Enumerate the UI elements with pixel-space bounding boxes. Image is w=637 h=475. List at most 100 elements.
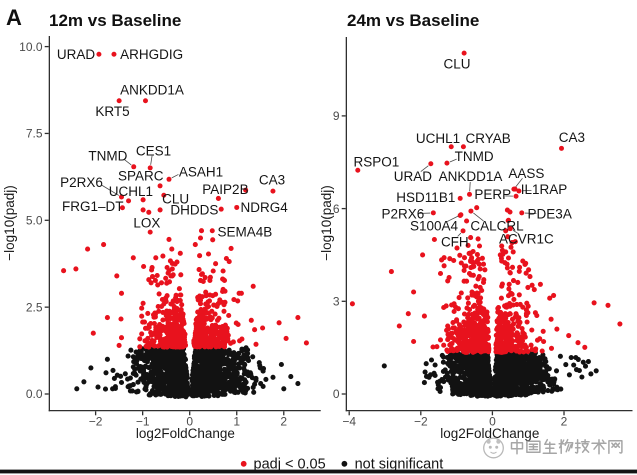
gene-point xyxy=(116,98,122,104)
gene-label: HSD11B1 xyxy=(396,190,455,205)
gene-label: DHDDS xyxy=(170,203,218,218)
gene-label: ACVR1C xyxy=(499,232,554,247)
gene-label: LOX xyxy=(133,215,160,230)
gene-point xyxy=(460,144,466,150)
gene-leader-line xyxy=(150,155,153,165)
watermark-text xyxy=(510,438,623,455)
watermark-char xyxy=(558,438,574,454)
x-tick-label: 2 xyxy=(280,415,287,429)
gene-label: CA3 xyxy=(259,173,285,188)
gene-label: CFH xyxy=(441,235,469,250)
gene-point xyxy=(243,187,249,193)
gene-label: PDE3A xyxy=(528,207,572,222)
gene-label: URAD xyxy=(57,47,96,62)
gene-leader-line xyxy=(512,229,520,235)
legend-dot-significant xyxy=(240,460,247,467)
point-cloud-not-significant xyxy=(381,350,599,399)
gene-point xyxy=(466,191,472,197)
gene-label: S100A4 xyxy=(410,218,459,233)
gene-leader-line xyxy=(515,178,523,187)
x-tick-label: −2 xyxy=(414,415,428,429)
y-axis-title-24m: −log10(padj) xyxy=(319,185,334,260)
gene-point xyxy=(126,198,132,204)
point-cloud-significant xyxy=(61,195,309,350)
gene-point xyxy=(111,51,117,57)
gene-label: KRT5 xyxy=(95,104,129,119)
gene-point xyxy=(161,192,167,198)
x-tick-label: 2 xyxy=(561,415,568,429)
plot-12m-vs-baseline: 12m vs Baseline −2 −1 0 1 2 0.0 2.5 5.0 7.5 10.0 U… xyxy=(2,11,321,441)
axes xyxy=(341,37,633,416)
gene-label: CES1 xyxy=(136,144,171,159)
legend-label-not-significant: not significant xyxy=(355,456,444,472)
gene-label: ANKDD1A xyxy=(120,82,184,97)
gene-point xyxy=(131,164,137,170)
gene-label: CRYAB xyxy=(465,131,510,146)
gene-point xyxy=(444,160,450,166)
gene-point xyxy=(166,176,172,182)
gene-point xyxy=(147,165,153,171)
watermark-char xyxy=(526,440,541,453)
point-cloud-significant xyxy=(349,186,623,355)
y-tick-label: 2.5 xyxy=(26,300,43,314)
bottom-divider-bar xyxy=(0,469,637,474)
gene-leader-line xyxy=(469,181,471,192)
gene-point xyxy=(430,210,436,216)
x-tick-label: −4 xyxy=(342,415,356,429)
gene-label: URAD xyxy=(394,169,433,184)
y-tick-label: 6 xyxy=(333,202,340,216)
gene-label: SPARC xyxy=(118,169,164,184)
gene-leader-line xyxy=(445,215,459,223)
gene-leader-line xyxy=(101,184,120,196)
y-tick-label: 9 xyxy=(333,109,340,123)
gene-point xyxy=(461,50,467,56)
gene-label: CLU xyxy=(443,57,470,72)
y-tick-label: 10.0 xyxy=(19,40,43,54)
gene-point xyxy=(507,226,513,232)
gene-leader-line xyxy=(123,158,132,166)
gene-label: TNMD xyxy=(455,149,494,164)
x-tick-label: −1 xyxy=(136,415,150,429)
gene-label: NDRG4 xyxy=(241,200,289,215)
gene-label: UCHL1 xyxy=(109,184,153,199)
gene-label: P2RX6 xyxy=(382,207,425,222)
gene-label: PAIP2B xyxy=(202,182,248,197)
gene-label: IL1RAP xyxy=(521,182,568,197)
gene-label: ARHGDIG xyxy=(120,47,183,62)
gene-label: ANKDD1A xyxy=(439,169,503,184)
gene-point xyxy=(428,161,434,167)
gene-point xyxy=(355,167,361,173)
x-tick-label: 1 xyxy=(233,415,240,429)
gene-label: UCHL1 xyxy=(416,131,460,146)
watermark-char xyxy=(510,438,524,455)
x-axis-title-24m: log2FoldChange xyxy=(440,426,539,441)
gene-label: PERP xyxy=(474,187,511,202)
gene-point xyxy=(511,186,517,192)
axes xyxy=(44,36,321,416)
watermark xyxy=(483,437,623,459)
gene-label: P2RX6 xyxy=(60,175,103,190)
plot-title-12m: 12m vs Baseline xyxy=(49,11,181,30)
x-tick-label: 0 xyxy=(186,415,193,429)
gene-labels: URAD ARHGDIG ANKDD1A KRT5 TNMD CES1 SPARC ASAH1… xyxy=(57,47,288,240)
legend-label-significant: padj < 0.05 xyxy=(254,456,326,472)
gene-label: RSPO1 xyxy=(354,155,400,170)
gene-label: CA3 xyxy=(559,130,585,145)
gene-point xyxy=(142,98,148,104)
gene-point xyxy=(118,194,124,200)
x-tick-label: −2 xyxy=(89,415,103,429)
gene-label: AASS xyxy=(508,166,544,181)
x-axis-title-12m: log2FoldChange xyxy=(136,426,235,441)
gene-label: CLU xyxy=(162,191,189,206)
watermark-char xyxy=(608,439,623,454)
gene-point xyxy=(458,212,464,218)
y-tick-label: 0.0 xyxy=(26,387,43,401)
legend: padj < 0.05 not significant xyxy=(240,456,444,472)
gene-point xyxy=(513,193,519,199)
gene-point xyxy=(157,183,163,189)
gene-leader-line xyxy=(171,174,179,179)
legend-dot-not-significant xyxy=(341,460,348,467)
panel-label: A xyxy=(6,5,22,30)
